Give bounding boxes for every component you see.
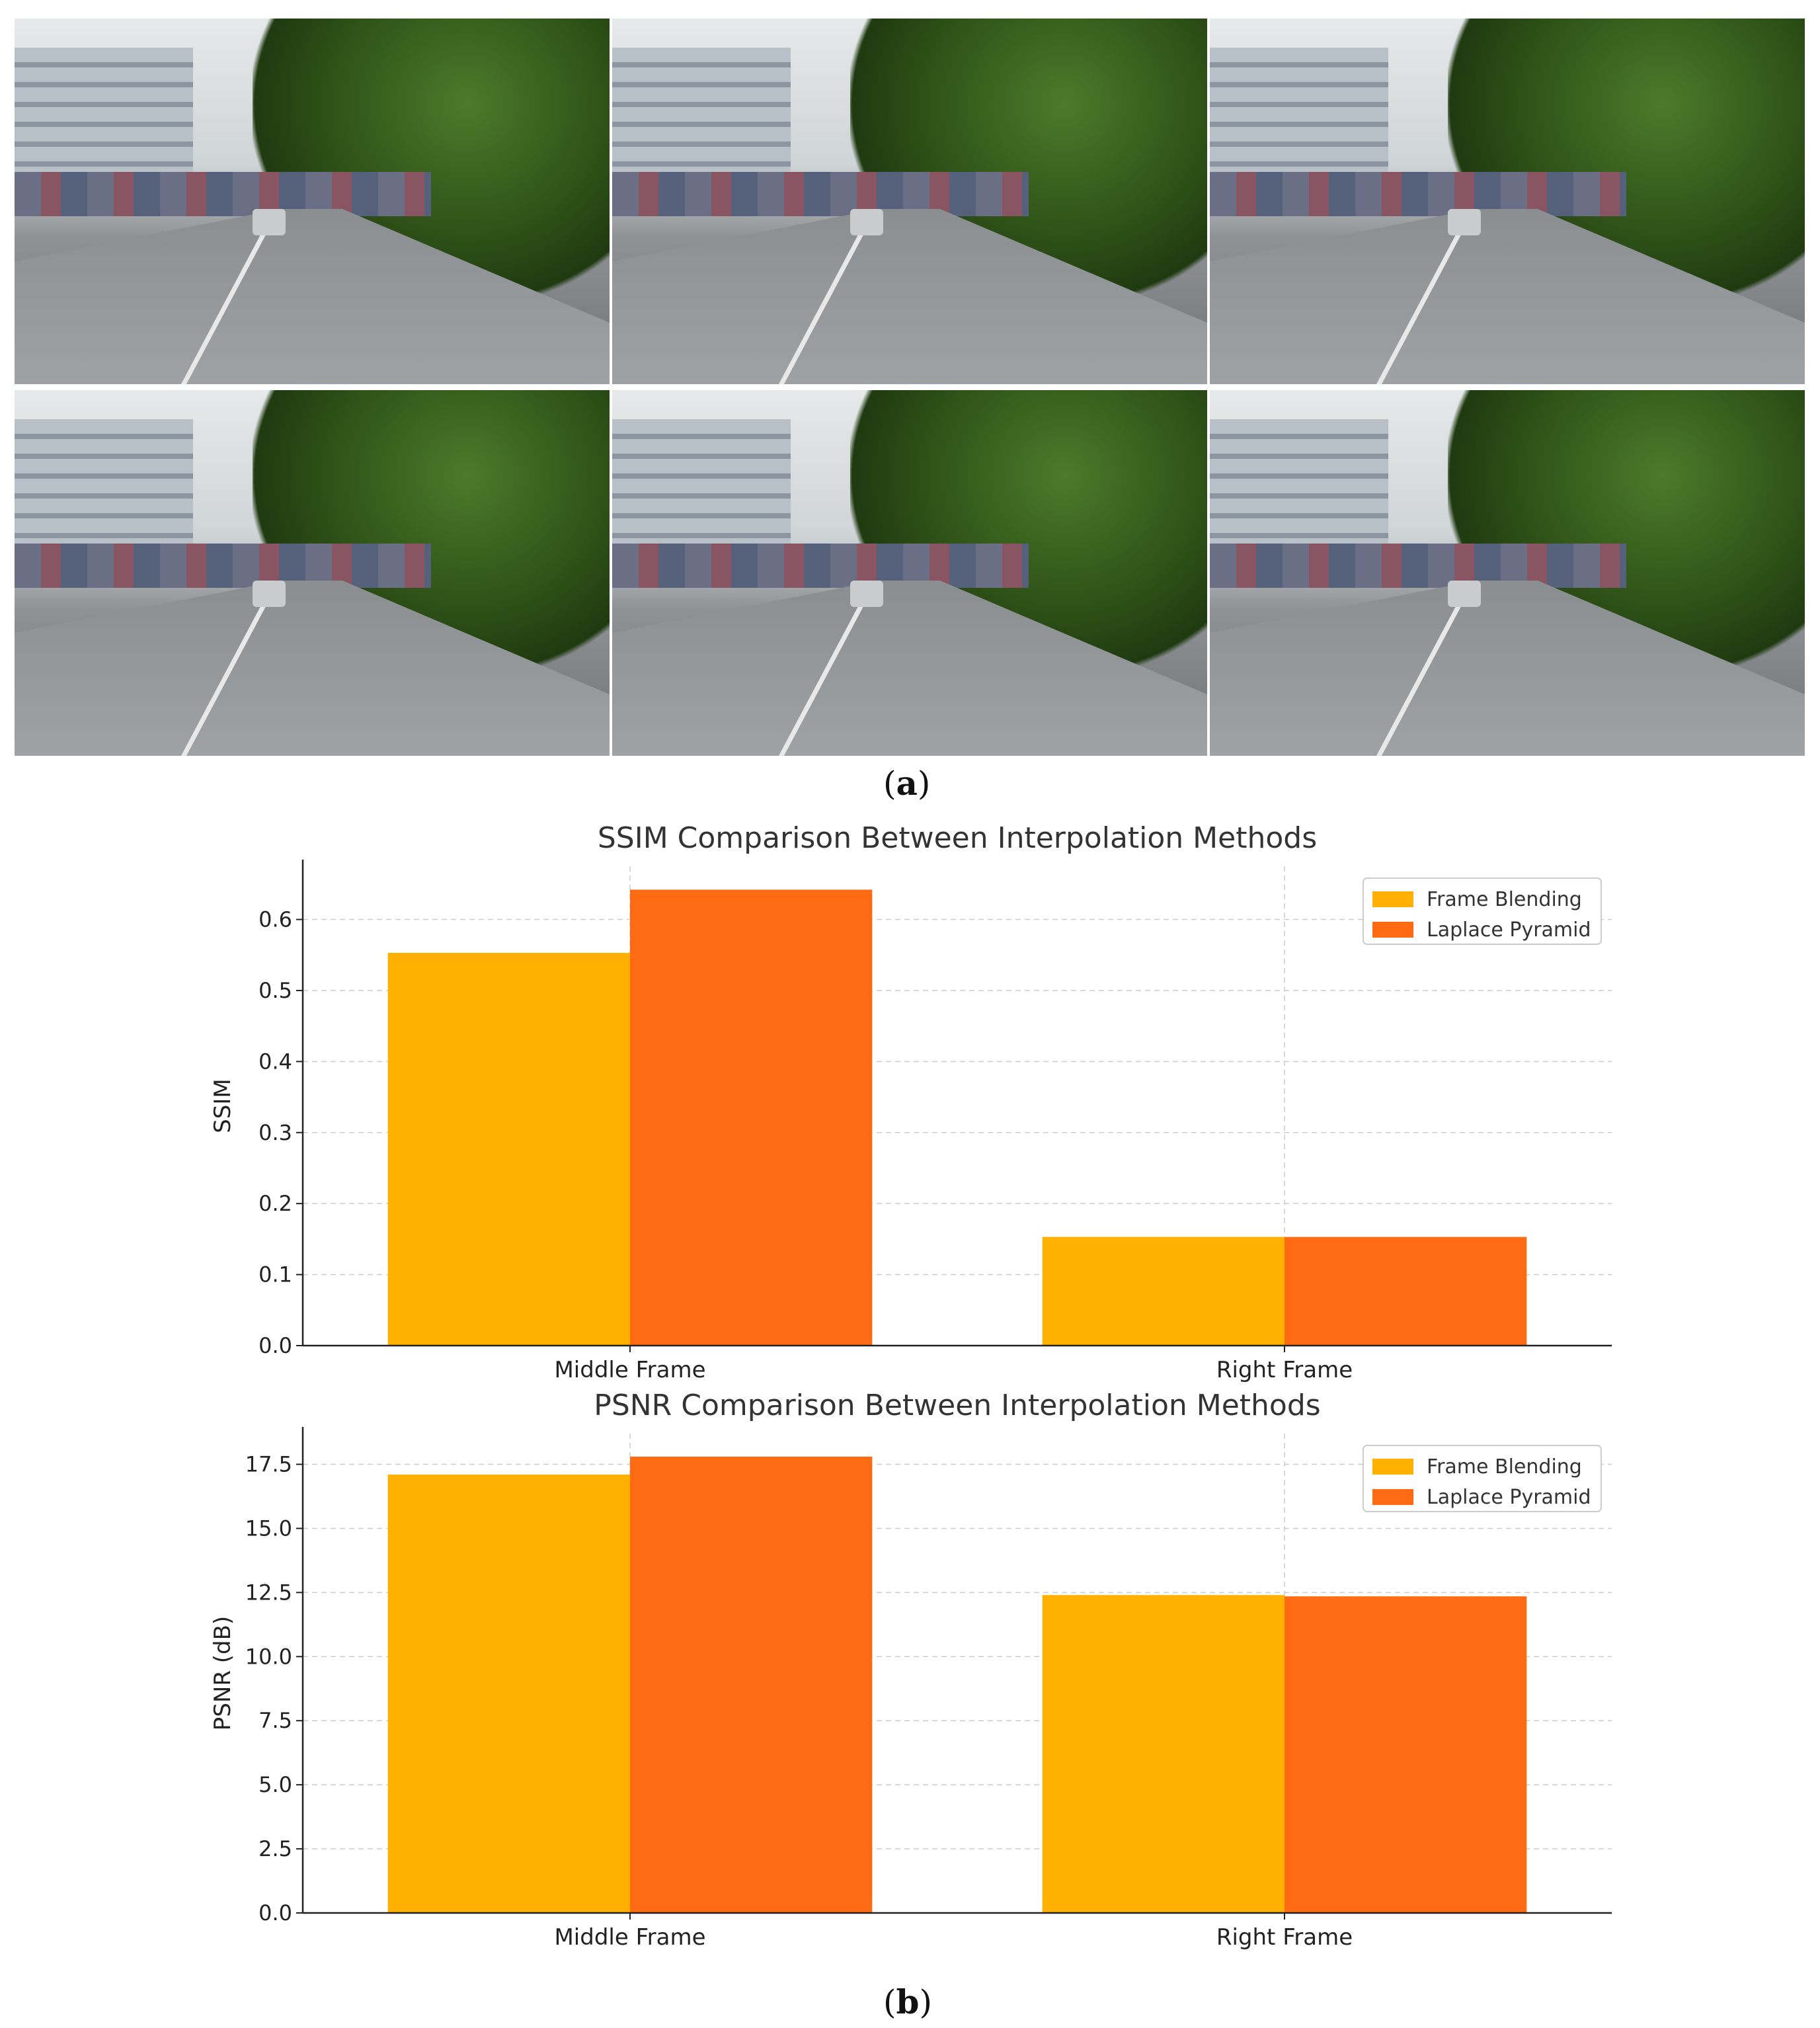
legend-label: Laplace Pyramid	[1427, 1486, 1591, 1509]
legend-box	[1363, 877, 1602, 945]
street-photo	[612, 19, 1207, 384]
street-photo	[15, 390, 610, 756]
bar	[387, 953, 630, 1346]
ssim-chart: 0.0 0.1 0.2 0.3 0.4 0.5 0.6 Middle Frame Right F…	[210, 821, 1612, 1383]
x-tick-label: Right Frame	[1216, 1357, 1353, 1383]
bar	[1285, 1237, 1527, 1346]
street-photo	[1210, 19, 1805, 384]
legend-swatch	[1372, 1459, 1413, 1475]
bar	[630, 1456, 873, 1913]
charts-svg: 0.0 0.1 0.2 0.3 0.4 0.5 0.6 Middle Frame Right F…	[210, 821, 1612, 1951]
bar	[1285, 1596, 1527, 1913]
chart-title: PSNR Comparison Between Interpolation Me…	[594, 1389, 1320, 1422]
legend-label: Laplace Pyramid	[1427, 918, 1591, 942]
y-tick-label: 17.5	[245, 1452, 292, 1477]
y-tick-label: 0.5	[258, 978, 292, 1003]
legend-box	[1363, 1445, 1602, 1512]
street-photo	[1210, 390, 1805, 756]
y-tick-label: 5.0	[258, 1772, 292, 1797]
bar	[1042, 1237, 1285, 1346]
legend-swatch	[1372, 1489, 1413, 1505]
panel-b-caption: (b)	[883, 1982, 932, 2021]
y-tick-label: 0.2	[258, 1191, 292, 1216]
y-tick-label: 7.5	[258, 1708, 292, 1733]
street-photo	[612, 390, 1207, 756]
bar	[387, 1475, 630, 1913]
y-axis-label: SSIM	[210, 1078, 236, 1133]
legend-label: Frame Blending	[1427, 888, 1582, 911]
y-tick-label: 15.0	[245, 1516, 292, 1541]
y-tick-label: 0.0	[258, 1333, 292, 1358]
legend-label: Frame Blending	[1427, 1455, 1582, 1479]
y-tick-label: 0.3	[258, 1120, 292, 1145]
y-tick-label: 0.1	[258, 1262, 292, 1287]
x-tick-label: Middle Frame	[554, 1924, 705, 1951]
x-tick-label: Right Frame	[1216, 1924, 1353, 1951]
panel-a-caption: (a)	[883, 764, 931, 803]
street-photo	[15, 19, 610, 384]
chart-title: SSIM Comparison Between Interpolation Me…	[598, 821, 1317, 855]
legend-swatch	[1372, 891, 1413, 907]
bar	[1042, 1595, 1285, 1913]
y-tick-label: 12.5	[245, 1580, 292, 1605]
x-tick-label: Middle Frame	[554, 1357, 705, 1383]
panel-b-letter: b	[896, 1982, 920, 2021]
y-tick-label: 0.0	[258, 1900, 292, 1926]
legend-swatch	[1372, 922, 1413, 938]
y-tick-label: 0.6	[258, 907, 292, 932]
panel-a-letter: a	[896, 764, 918, 803]
psnr-chart: 0.0 2.5 5.0 7.5 10.0 12.5 15.0 17.5 Middle Frame…	[210, 1389, 1612, 1951]
bar	[630, 889, 873, 1346]
y-tick-label: 0.4	[258, 1049, 292, 1074]
y-tick-label: 10.0	[245, 1644, 292, 1669]
y-axis-label: PSNR (dB)	[210, 1616, 236, 1730]
y-tick-label: 2.5	[258, 1836, 292, 1861]
photo-grid	[15, 19, 1805, 756]
